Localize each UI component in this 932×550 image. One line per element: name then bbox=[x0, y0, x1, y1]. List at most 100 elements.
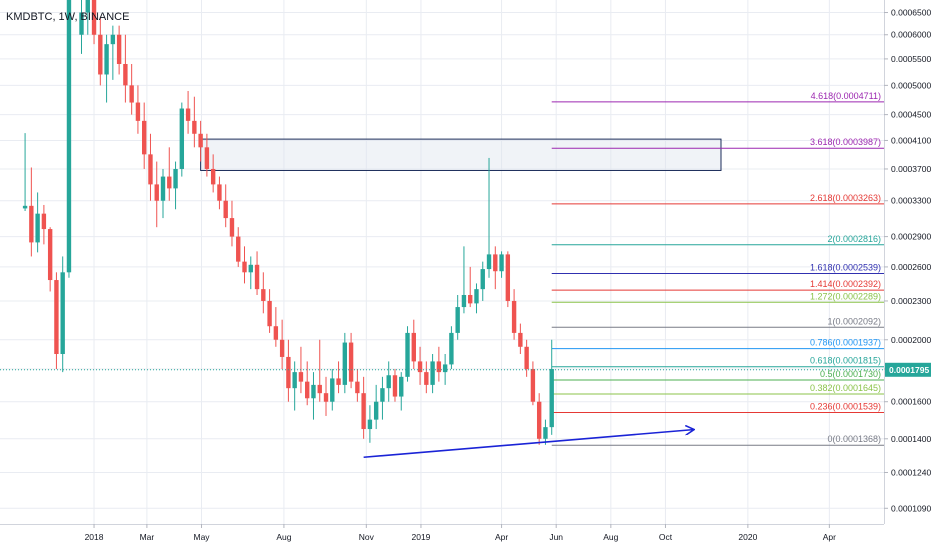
y-tick-label: 0.0004100 bbox=[891, 135, 931, 145]
candle[interactable] bbox=[142, 102, 147, 169]
candle[interactable] bbox=[286, 339, 291, 402]
candle[interactable] bbox=[79, 0, 84, 54]
candle[interactable] bbox=[185, 90, 191, 134]
candle[interactable] bbox=[179, 102, 185, 177]
candle-body bbox=[85, 0, 90, 13]
candle[interactable] bbox=[461, 246, 467, 314]
candle[interactable] bbox=[217, 176, 222, 210]
candle[interactable] bbox=[261, 272, 266, 314]
candle[interactable] bbox=[536, 393, 542, 445]
supply-zone-box[interactable] bbox=[200, 138, 722, 171]
candle[interactable] bbox=[399, 372, 404, 411]
candle[interactable] bbox=[60, 256, 65, 373]
candle[interactable] bbox=[110, 25, 116, 80]
candle-body bbox=[380, 388, 385, 402]
candle[interactable] bbox=[254, 251, 260, 295]
candle[interactable] bbox=[273, 307, 279, 347]
candle[interactable] bbox=[317, 339, 322, 402]
candle[interactable] bbox=[323, 376, 329, 416]
candle[interactable] bbox=[411, 319, 416, 370]
candle[interactable] bbox=[524, 339, 529, 377]
candle[interactable] bbox=[198, 120, 203, 162]
candle[interactable] bbox=[499, 251, 504, 278]
candle[interactable] bbox=[236, 227, 241, 267]
candle[interactable] bbox=[355, 369, 360, 402]
candle[interactable] bbox=[242, 246, 247, 284]
candle[interactable] bbox=[116, 25, 122, 75]
candle[interactable] bbox=[367, 405, 373, 443]
candle[interactable] bbox=[223, 184, 228, 228]
candle[interactable] bbox=[148, 133, 153, 201]
candle[interactable] bbox=[442, 354, 448, 385]
candle[interactable] bbox=[424, 361, 429, 394]
candle[interactable] bbox=[248, 256, 253, 290]
candle[interactable] bbox=[204, 133, 210, 177]
candle[interactable] bbox=[104, 34, 109, 103]
candle[interactable] bbox=[505, 251, 511, 308]
candle[interactable] bbox=[123, 34, 128, 103]
candle[interactable] bbox=[386, 361, 391, 402]
candle[interactable] bbox=[167, 147, 172, 201]
candle[interactable] bbox=[154, 161, 159, 228]
candle[interactable] bbox=[373, 384, 379, 430]
support-trendline-arrow[interactable] bbox=[363, 430, 694, 459]
candle[interactable] bbox=[47, 227, 53, 292]
candle[interactable] bbox=[311, 372, 316, 420]
x-tick-label: 2020 bbox=[738, 532, 757, 542]
candle[interactable] bbox=[361, 376, 366, 439]
candle[interactable] bbox=[449, 326, 454, 370]
candle[interactable] bbox=[135, 85, 141, 134]
candle[interactable] bbox=[173, 161, 178, 210]
candle[interactable] bbox=[29, 167, 34, 257]
candle-body bbox=[305, 381, 310, 399]
candle[interactable] bbox=[192, 96, 197, 148]
candle[interactable] bbox=[468, 266, 473, 308]
candle[interactable] bbox=[160, 168, 166, 219]
candle[interactable] bbox=[543, 419, 548, 445]
candle[interactable] bbox=[430, 354, 435, 394]
candle[interactable] bbox=[474, 283, 479, 314]
candle[interactable] bbox=[348, 332, 354, 389]
candle[interactable] bbox=[210, 154, 216, 193]
candle[interactable] bbox=[54, 272, 59, 370]
candle[interactable] bbox=[35, 192, 40, 253]
candle[interactable] bbox=[305, 361, 310, 406]
candle-body bbox=[154, 184, 159, 201]
candle[interactable] bbox=[66, 0, 72, 278]
candle[interactable] bbox=[279, 319, 285, 370]
grid bbox=[0, 0, 884, 524]
candle[interactable] bbox=[417, 346, 423, 385]
candle-body bbox=[98, 34, 103, 75]
candle[interactable] bbox=[336, 361, 341, 394]
candle[interactable] bbox=[229, 200, 235, 247]
candle[interactable] bbox=[392, 369, 398, 402]
candle-body bbox=[392, 375, 398, 397]
fib-level-1-414-label: 1.414(0.0002392) bbox=[810, 279, 881, 289]
candle[interactable] bbox=[85, 0, 90, 35]
candle[interactable] bbox=[530, 361, 536, 406]
candle[interactable] bbox=[267, 289, 272, 333]
candle-body bbox=[123, 64, 128, 86]
candle[interactable] bbox=[455, 294, 460, 340]
candle[interactable] bbox=[486, 157, 492, 278]
price-axis-bg[interactable] bbox=[884, 0, 932, 550]
candle[interactable] bbox=[511, 289, 517, 340]
candle[interactable] bbox=[342, 332, 348, 394]
candle[interactable] bbox=[436, 346, 442, 382]
candle-body bbox=[192, 120, 197, 134]
candle[interactable] bbox=[41, 204, 47, 245]
candle[interactable] bbox=[330, 369, 335, 411]
candle[interactable] bbox=[91, 0, 97, 45]
candle[interactable] bbox=[518, 323, 523, 355]
candle-body bbox=[518, 332, 523, 347]
candle[interactable] bbox=[549, 339, 554, 435]
candle[interactable] bbox=[480, 261, 485, 301]
candle[interactable] bbox=[493, 246, 498, 290]
candle[interactable] bbox=[380, 376, 385, 420]
candle[interactable] bbox=[98, 16, 103, 86]
candle[interactable] bbox=[405, 326, 410, 382]
candle[interactable] bbox=[129, 64, 134, 115]
candle[interactable] bbox=[22, 133, 28, 212]
